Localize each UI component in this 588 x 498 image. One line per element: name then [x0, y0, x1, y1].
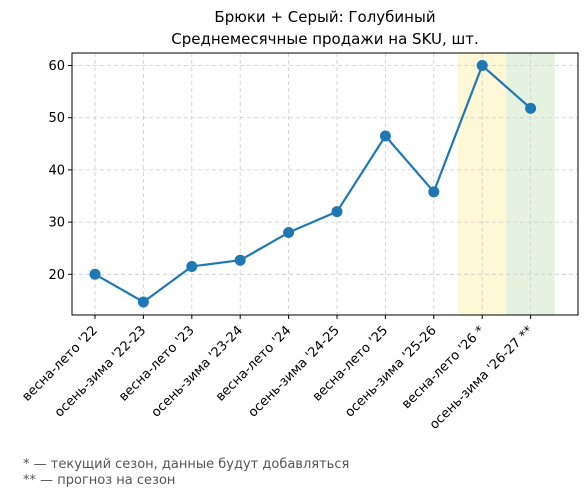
chart-subtitle: Среднемесячные продажи на SKU, шт. [171, 30, 479, 48]
data-point [525, 102, 537, 114]
data-point [331, 206, 343, 218]
x-tick-label: осень-зима '22-23 [52, 323, 149, 420]
y-tick-label: 20 [48, 268, 65, 283]
data-point [186, 260, 198, 272]
y-axis: 20 30 40 50 60 [48, 59, 72, 283]
plot-frame [71, 52, 579, 316]
x-tick-label: осень-зима '23-24 [149, 323, 246, 420]
data-point [89, 268, 101, 280]
chart-title: Брюки + Серый: Голубиный [214, 8, 436, 26]
series-polyline [94, 64, 532, 304]
series-line [89, 60, 537, 308]
y-tick-label: 40 [48, 163, 65, 178]
y-tick-label: 60 [48, 59, 65, 74]
footnote-current: * — текущий сезон, данные будут добавлят… [23, 457, 350, 472]
data-point [379, 130, 391, 142]
x-tick-label: осень-зима '25-26 [342, 323, 439, 420]
y-tick-label: 50 [48, 111, 65, 126]
data-point [137, 296, 149, 308]
data-point [234, 254, 246, 266]
x-tick-label: осень-зима '24-25 [246, 323, 343, 420]
data-point [476, 60, 488, 72]
data-point [428, 186, 440, 198]
highlight-band-current-season [458, 53, 507, 315]
footnote-forecast: ** — прогноз на сезон [23, 473, 176, 488]
x-tick-label: весна-лето '26 * [399, 323, 488, 412]
y-tick-label: 30 [48, 216, 65, 231]
data-point [283, 227, 295, 239]
